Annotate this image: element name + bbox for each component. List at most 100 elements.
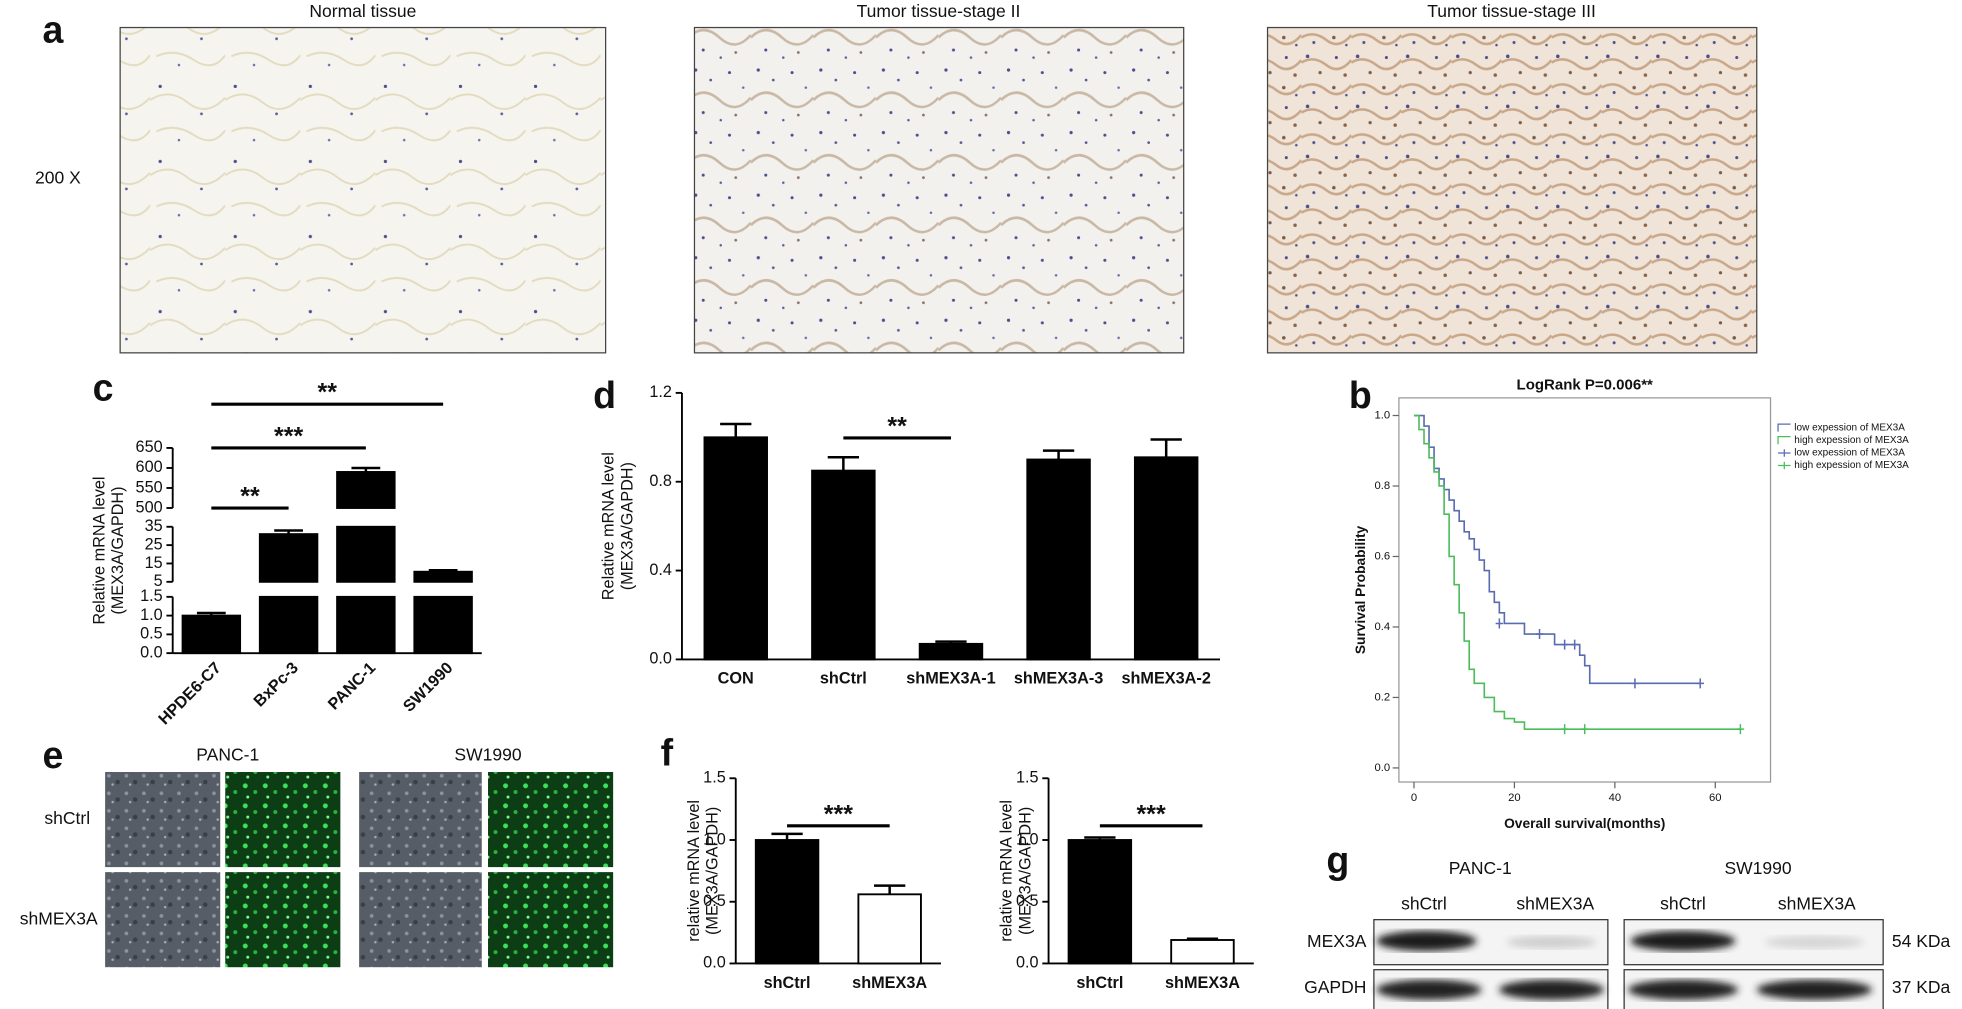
error-bar [874, 884, 906, 895]
panel-label: a [43, 8, 65, 50]
y-tick-label: 0.5 [703, 892, 726, 910]
censor-mark [1560, 724, 1569, 735]
y-axis-label: Relative mRNA level [600, 452, 618, 600]
bar [1026, 458, 1091, 661]
y-tick-label: 1.0 [1016, 830, 1039, 848]
y-tick-label: 25 [145, 535, 163, 553]
y-tick-label: 0.2 [1375, 691, 1391, 703]
protein-label: MEX3A [1307, 931, 1367, 951]
y-axis-label: (MEX3A/GAPDH) [1016, 807, 1034, 935]
panel-label: e [43, 734, 64, 776]
tissue-image [1266, 26, 1758, 354]
size-label: 37 KDa [1892, 977, 1951, 997]
error-bar [771, 832, 803, 840]
error-bar [1150, 438, 1182, 458]
x-tick-label: shMEX3A-1 [906, 670, 995, 688]
legend-label: low expession of MEX3A [1794, 448, 1905, 459]
y-axis-label: (MEX3A/GAPDH) [109, 486, 127, 614]
censor-mark [1631, 678, 1639, 689]
significance-label: *** [274, 423, 303, 451]
bar [1133, 456, 1199, 661]
fluorescence-image [488, 772, 614, 868]
row-label: shCtrl [44, 808, 90, 828]
legend-symbol [1778, 461, 1791, 470]
y-tick-label: 650 [136, 438, 163, 456]
y-tick-label: 500 [136, 498, 163, 516]
x-tick-label: shCtrl [1076, 974, 1123, 992]
bar [1067, 839, 1133, 965]
y-tick-label: 0.5 [140, 625, 163, 643]
protein-label: GAPDH [1304, 977, 1366, 997]
y-tick-label: 0.6 [1375, 550, 1391, 562]
error-bar [720, 422, 752, 438]
bar [336, 525, 396, 583]
y-tick-label: 1.2 [649, 383, 672, 401]
cell-line-label: SW1990 [1724, 858, 1791, 878]
y-axis-label: (MEX3A/GAPDH) [618, 462, 636, 590]
censor-mark [1495, 618, 1504, 629]
significance-label: ** [240, 483, 260, 511]
x-axis-label: Overall survival(months) [1504, 816, 1665, 831]
legend-label: high expession of MEX3A [1794, 460, 1909, 471]
x-tick-label: 20 [1508, 792, 1521, 804]
size-label: 54 KDa [1892, 931, 1951, 951]
y-tick-label: 1.5 [703, 769, 726, 787]
censor-mark [1736, 724, 1745, 735]
bar [918, 642, 984, 661]
y-tick-label: 0.0 [703, 954, 726, 972]
y-axis-label: relative mRNA level [998, 800, 1016, 942]
x-tick-label: shMEX3A [852, 974, 927, 992]
censor-mark [1560, 639, 1569, 650]
y-tick-label: 1.0 [1375, 409, 1391, 421]
cell-line-label: PANC-1 [1449, 858, 1512, 878]
bar [413, 595, 473, 655]
plot-area [1398, 397, 1772, 783]
bar [811, 469, 876, 661]
row-label: shMEX3A [20, 908, 98, 928]
image-title: Tumor tissue-stage III [1427, 1, 1596, 21]
x-tick-label: 60 [1709, 792, 1722, 804]
y-tick-label: 0.4 [1375, 621, 1391, 633]
panel-label: d [593, 374, 616, 416]
error-bar [827, 456, 860, 471]
significance-label: ** [887, 413, 907, 441]
y-tick-label: 35 [145, 517, 163, 535]
x-tick-label: shMEX3A-2 [1121, 670, 1210, 688]
error-bar [428, 569, 458, 572]
censor-mark [1580, 724, 1589, 735]
error-bar [1084, 836, 1116, 840]
fluorescence-image [225, 872, 341, 968]
y-tick-label: 1.0 [703, 830, 726, 848]
lane-label: shMEX3A [1516, 893, 1594, 913]
error-bar [351, 466, 381, 472]
y-axis-label: relative mRNA level [685, 800, 703, 942]
panel-label: c [93, 366, 114, 408]
fluorescence-image [488, 872, 614, 968]
y-axis-label: Relative mRNA level [90, 476, 108, 624]
error-bar [196, 611, 226, 616]
y-axis-label: Survival Probability [1353, 525, 1368, 654]
brightfield-image [359, 872, 482, 968]
panel-label: f [661, 732, 674, 774]
error-bar [1186, 937, 1219, 941]
x-tick-label: shCtrl [820, 670, 867, 688]
y-tick-label: 0.8 [649, 472, 672, 490]
x-tick-label: 0 [1411, 792, 1417, 804]
y-tick-label: 0.5 [1016, 892, 1039, 910]
x-tick-label: 40 [1609, 792, 1622, 804]
bar [258, 595, 319, 655]
y-tick-label: 550 [136, 478, 163, 496]
brightfield-image [105, 872, 221, 968]
brightfield-image [359, 772, 482, 868]
x-tick-label: CON [718, 670, 754, 688]
tissue-image [693, 26, 1185, 354]
lane-label: shMEX3A [1778, 893, 1856, 913]
bar [754, 839, 820, 965]
bar [336, 471, 396, 509]
significance-label: *** [1137, 800, 1166, 828]
bar [857, 893, 922, 965]
legend-symbol [1778, 449, 1791, 457]
bar [258, 533, 319, 583]
y-tick-label: 0.0 [649, 650, 672, 668]
bar [703, 436, 768, 661]
